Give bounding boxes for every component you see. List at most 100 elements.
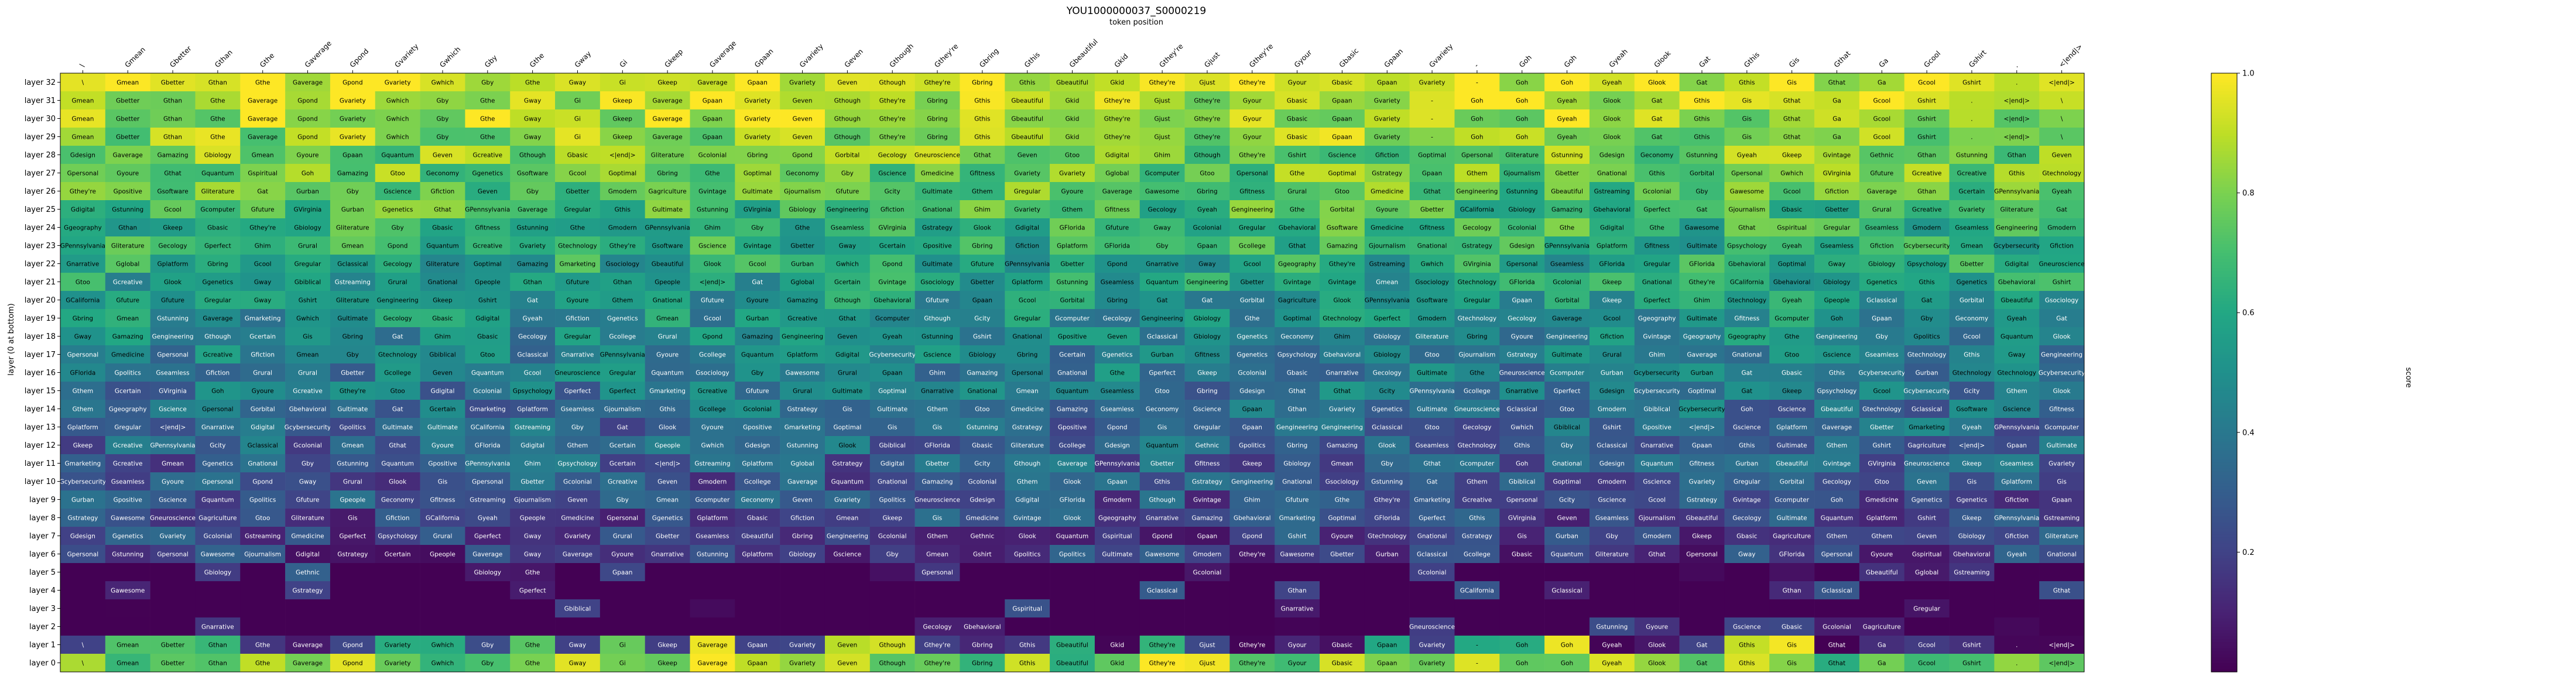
heatmap-cell xyxy=(1544,636,1590,654)
heatmap-cell xyxy=(1050,146,1095,164)
heatmap-cell xyxy=(600,418,645,437)
heatmap-cell xyxy=(195,563,241,582)
cell-token-label: Gis xyxy=(842,406,852,413)
heatmap-cell xyxy=(1005,345,1050,364)
cell-token-label: Gvintage xyxy=(1013,515,1042,522)
heatmap-cell xyxy=(1769,291,1815,310)
heatmap-cell xyxy=(1724,617,1770,636)
cell-token-label: Gcreative xyxy=(113,279,143,286)
cell-token-label: Gyeah xyxy=(1602,642,1622,649)
heatmap-cell xyxy=(150,309,196,328)
heatmap-cell xyxy=(1320,363,1365,382)
cell-token-label: Gcertain xyxy=(879,243,906,250)
heatmap-cell xyxy=(780,273,825,291)
cell-token-label: Gkeep xyxy=(1197,370,1217,377)
heatmap-cell xyxy=(1454,563,1500,582)
cell-token-label: Gnational xyxy=(1012,334,1042,341)
cell-token-label: Gway xyxy=(1198,261,1215,268)
heatmap-cell xyxy=(1050,109,1095,128)
cell-token-label: Gway xyxy=(524,551,541,558)
heatmap-cell xyxy=(1904,309,1950,328)
heatmap-cell xyxy=(2039,490,2085,509)
cell-token-label: Gshirt xyxy=(1917,134,1936,141)
cell-token-label: Gbehavioral xyxy=(289,406,327,413)
heatmap-cell xyxy=(1364,146,1410,164)
cell-token-label: Gthis xyxy=(1739,80,1755,87)
cell-token-label: Gthis xyxy=(1694,98,1710,105)
cell-token-label: Gthey're xyxy=(1239,660,1265,667)
cell-token-label: Gjust xyxy=(1199,660,1215,667)
cell-token-label: Gyeah xyxy=(1557,98,1577,105)
cell-token-label: Gthough xyxy=(1149,497,1175,504)
heatmap-cell xyxy=(1005,182,1050,201)
heatmap-cell xyxy=(914,509,960,527)
heatmap-cell xyxy=(869,73,915,92)
cell-token-label: Gbeautiful xyxy=(1056,80,1088,87)
heatmap-cell xyxy=(960,182,1005,201)
heatmap-cell xyxy=(1229,472,1275,491)
heatmap-cell xyxy=(824,182,871,201)
x-tick-label: . xyxy=(2012,62,2020,70)
heatmap-cell xyxy=(1320,128,1365,146)
cell-token-label: Gcomputer xyxy=(1775,315,1809,322)
y-tick-label: layer 31 xyxy=(25,97,56,105)
cell-token-label: Gawesome xyxy=(1145,188,1179,195)
heatmap-cell xyxy=(1634,236,1680,255)
cell-token-label: Gat xyxy=(1741,388,1752,395)
cell-token-label: Glook xyxy=(1648,660,1666,667)
x-tick-label: Gbetter xyxy=(168,44,193,69)
heatmap-cell xyxy=(1589,164,1635,183)
cell-token-label: <|end|> xyxy=(1689,424,1715,431)
heatmap-cell xyxy=(1364,109,1410,128)
heatmap-cell xyxy=(1724,400,1770,418)
heatmap-cell xyxy=(150,146,196,164)
cell-token-label: Gultimate xyxy=(427,424,458,431)
cell-token-label: Gaverage xyxy=(1822,424,1852,431)
heatmap-cell xyxy=(150,636,196,654)
heatmap-cell xyxy=(1814,327,1860,346)
cell-token-label: Gmarketing xyxy=(1414,497,1450,504)
heatmap-cell xyxy=(1814,91,1860,110)
heatmap-cell xyxy=(240,363,286,382)
cell-token-label: Gthem xyxy=(927,406,948,413)
cell-token-label: Ggenetics xyxy=(1236,352,1268,359)
cell-token-label: Gvariety xyxy=(1374,98,1400,105)
heatmap-cell xyxy=(285,636,331,654)
heatmap-cell xyxy=(1679,509,1725,527)
cell-token-label: Gpeople xyxy=(655,442,680,449)
heatmap-cell xyxy=(960,164,1005,183)
heatmap-cell xyxy=(105,418,150,437)
heatmap-cell xyxy=(330,273,376,291)
heatmap-cell xyxy=(735,563,780,582)
heatmap-cell xyxy=(914,273,960,291)
cell-token-label: Gperfect xyxy=(474,533,501,540)
cell-token-label: Gbetter xyxy=(161,642,185,649)
heatmap-cell xyxy=(375,200,420,219)
heatmap-cell xyxy=(1320,472,1365,491)
cell-token-label: Gecology xyxy=(1103,315,1132,322)
heatmap-cell xyxy=(510,454,556,473)
heatmap-cell xyxy=(1229,436,1275,455)
cell-token-label: Gjournalism xyxy=(1503,170,1540,177)
heatmap-cell xyxy=(1005,146,1050,164)
heatmap-cell xyxy=(1229,581,1275,600)
heatmap-cell xyxy=(1409,309,1455,328)
cell-token-label: GVirginia xyxy=(878,225,906,232)
cell-token-label: Gjust xyxy=(1154,116,1170,123)
x-tick-label: Gyour xyxy=(1293,49,1314,70)
heatmap-cell xyxy=(1184,490,1230,509)
cell-token-label: Gtechnology xyxy=(1998,370,2036,377)
cell-token-label: Gliterature xyxy=(336,225,369,232)
heatmap-cell xyxy=(869,636,915,654)
cell-token-label: Gcertain xyxy=(609,461,636,468)
heatmap-cell xyxy=(1454,599,1500,618)
heatmap-cell xyxy=(1499,73,1545,92)
heatmap-cell xyxy=(1229,509,1275,527)
cell-token-label: Gcool xyxy=(1244,261,1261,268)
heatmap-cell xyxy=(1904,418,1950,437)
x-tick-label: Gyeah xyxy=(1608,47,1629,69)
heatmap-cell xyxy=(1139,327,1185,346)
cell-token-label: Geven xyxy=(1018,152,1037,159)
heatmap-cell xyxy=(1769,200,1815,219)
heatmap-cell xyxy=(1229,599,1275,618)
